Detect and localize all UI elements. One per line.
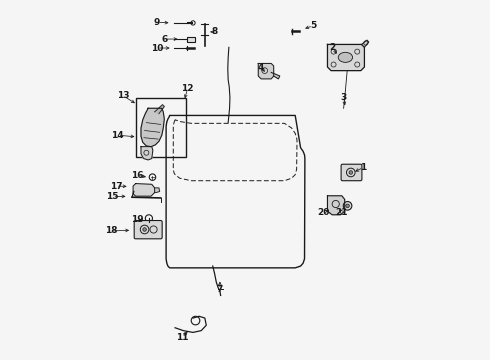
Polygon shape [141, 147, 153, 160]
Circle shape [143, 228, 147, 231]
Ellipse shape [338, 52, 353, 62]
Text: 13: 13 [117, 91, 129, 100]
Polygon shape [258, 63, 274, 79]
Polygon shape [141, 108, 164, 147]
Polygon shape [133, 184, 155, 196]
Text: 15: 15 [106, 192, 119, 201]
Text: 11: 11 [176, 333, 189, 342]
Polygon shape [327, 196, 344, 215]
Circle shape [346, 204, 349, 208]
FancyBboxPatch shape [134, 221, 162, 239]
Text: 14: 14 [111, 131, 124, 140]
Text: 19: 19 [131, 215, 144, 224]
Text: 16: 16 [131, 171, 144, 180]
Bar [136, 98, 186, 157]
Polygon shape [327, 44, 365, 71]
Text: 18: 18 [105, 226, 118, 235]
Text: 20: 20 [318, 208, 330, 217]
Text: 12: 12 [181, 84, 194, 93]
Text: 9: 9 [154, 18, 160, 27]
Text: 8: 8 [211, 27, 218, 36]
Circle shape [349, 171, 353, 174]
Text: 4: 4 [258, 63, 264, 72]
Bar [187, 37, 195, 41]
Circle shape [343, 202, 352, 210]
Polygon shape [271, 72, 280, 79]
Text: 6: 6 [161, 35, 168, 44]
Polygon shape [155, 105, 164, 114]
Text: 7: 7 [217, 285, 223, 294]
Text: 10: 10 [151, 44, 163, 53]
Text: 5: 5 [310, 21, 316, 30]
Text: 17: 17 [110, 181, 122, 190]
Polygon shape [155, 188, 160, 193]
Text: 1: 1 [360, 163, 367, 172]
Text: 21: 21 [336, 208, 348, 217]
FancyBboxPatch shape [341, 164, 362, 181]
Polygon shape [362, 40, 368, 47]
Text: 3: 3 [341, 93, 347, 102]
Text: 2: 2 [330, 43, 336, 52]
